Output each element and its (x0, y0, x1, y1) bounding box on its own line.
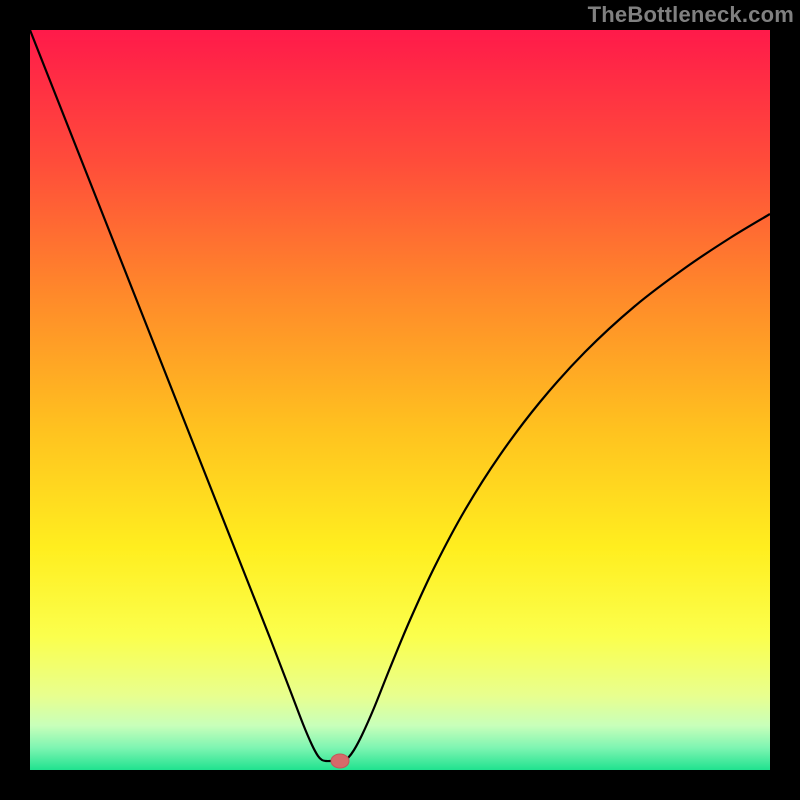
chart-canvas: TheBottleneck.com (0, 0, 800, 800)
chart-gradient-bg (30, 30, 770, 770)
optimal-point-marker (331, 754, 349, 768)
bottleneck-chart (0, 0, 800, 800)
watermark-label: TheBottleneck.com (588, 2, 794, 28)
